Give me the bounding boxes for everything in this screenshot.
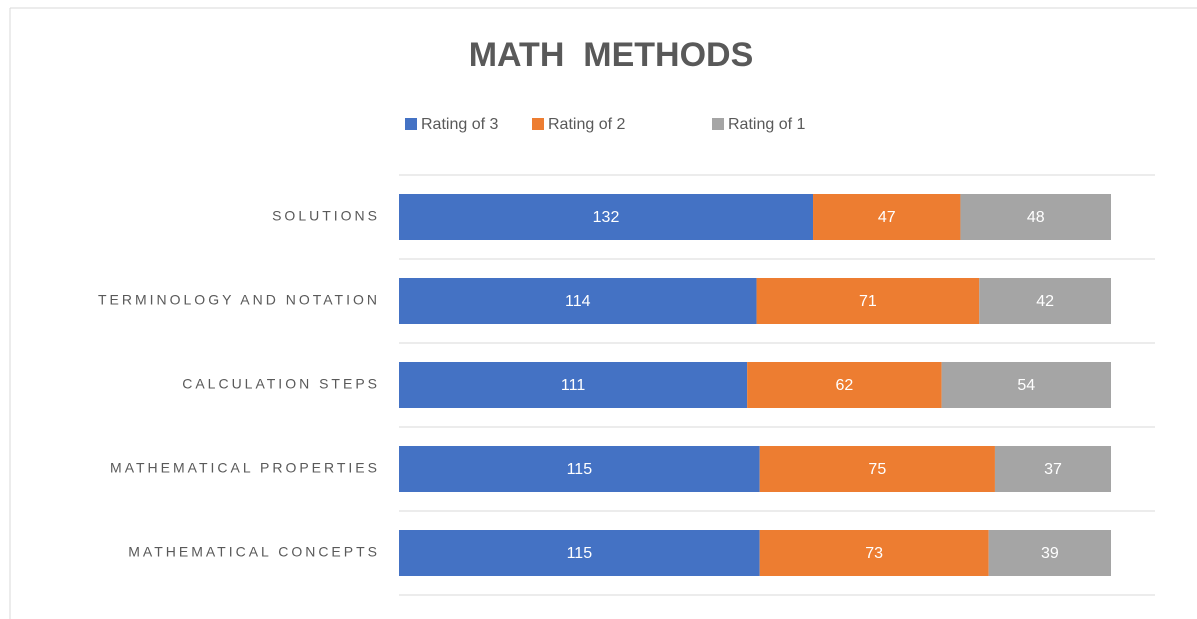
legend-swatch xyxy=(405,118,417,130)
category-label: CALCULATION STEPS xyxy=(182,376,380,392)
bar-segment xyxy=(399,362,748,408)
data-label: 42 xyxy=(1036,293,1054,310)
bar-segment xyxy=(941,362,1111,408)
data-label: 39 xyxy=(1041,545,1059,562)
chart-title: MATH METHODS xyxy=(469,36,754,74)
bar-segment xyxy=(399,278,757,324)
bar-segment xyxy=(759,530,989,576)
data-label: 54 xyxy=(1017,377,1035,394)
data-label: 73 xyxy=(865,545,883,562)
bar-segment xyxy=(756,278,980,324)
category-label: MATHEMATICAL CONCEPTS xyxy=(128,544,380,560)
data-label: 115 xyxy=(567,545,593,562)
data-label: 75 xyxy=(868,461,886,478)
legend-label: Rating of 3 xyxy=(421,116,498,133)
data-label: 62 xyxy=(835,377,853,394)
bar-segment xyxy=(960,194,1111,240)
bar-segment xyxy=(399,194,814,240)
bar-segment xyxy=(399,446,760,492)
legend-label: Rating of 1 xyxy=(728,116,805,133)
bar-segment xyxy=(747,362,942,408)
category-label: MATHEMATICAL PROPERTIES xyxy=(110,460,380,476)
category-label: SOLUTIONS xyxy=(272,208,380,224)
data-label: 132 xyxy=(593,209,620,226)
data-label: 115 xyxy=(567,461,593,478)
legend-swatch xyxy=(532,118,544,130)
data-label: 71 xyxy=(859,293,877,310)
data-label: 37 xyxy=(1044,461,1062,478)
bar-segment xyxy=(994,446,1111,492)
bar-segment xyxy=(759,446,995,492)
bar-segment xyxy=(979,278,1111,324)
data-label: 114 xyxy=(565,293,591,310)
bar-segment xyxy=(399,530,760,576)
legend-label: Rating of 2 xyxy=(548,116,625,133)
category-label: TERMINOLOGY AND NOTATION xyxy=(98,292,380,308)
legend-swatch xyxy=(712,118,724,130)
bar-segment xyxy=(813,194,961,240)
data-label: 111 xyxy=(561,377,585,394)
data-label: 48 xyxy=(1027,209,1045,226)
bar-segment xyxy=(988,530,1111,576)
data-label: 47 xyxy=(878,209,896,226)
